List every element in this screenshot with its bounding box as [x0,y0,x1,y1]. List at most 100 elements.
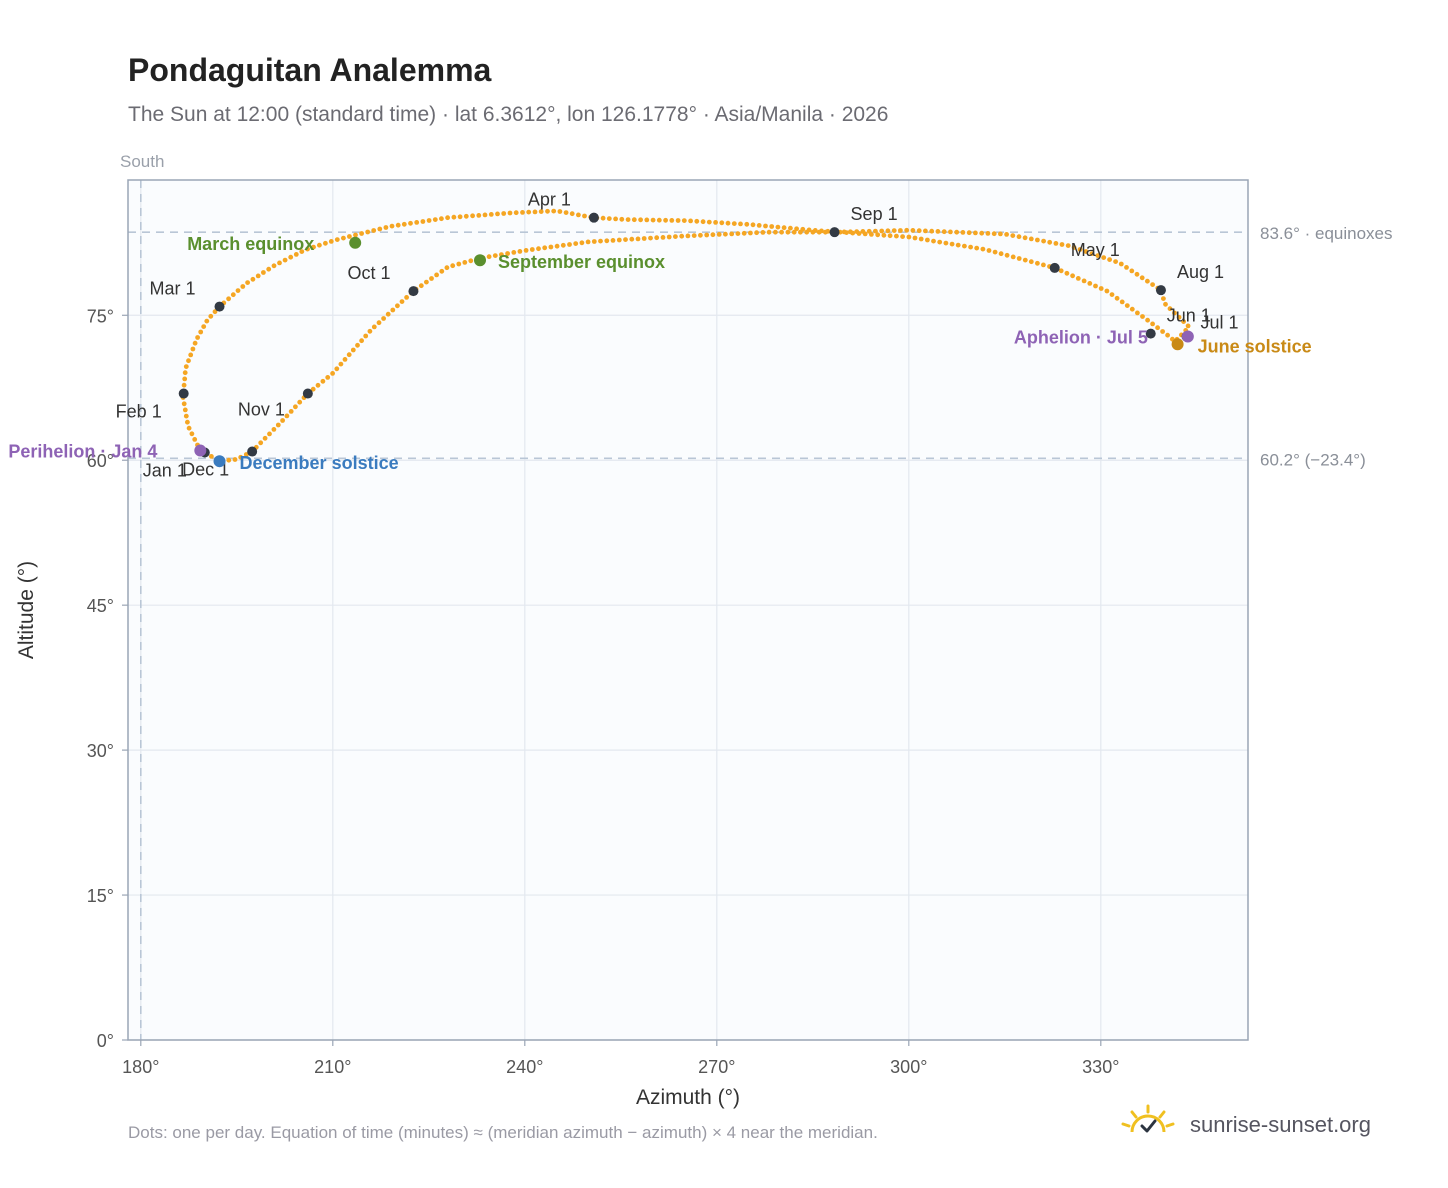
daily-dot [414,220,420,225]
daily-dot [315,382,321,388]
x-tick-label: 270° [698,1057,735,1077]
month-label: Oct 1 [347,263,390,283]
daily-dot [1022,235,1028,241]
daily-dot [328,239,334,244]
daily-dot [353,232,358,238]
daily-dot [482,212,488,218]
daily-dot [346,352,352,358]
daily-dot [1004,252,1010,258]
event-label: September equinox [498,252,665,272]
daily-dot [725,220,731,226]
event-label: Perihelion · Jan 4 [8,442,157,462]
daily-dot [232,457,238,462]
daily-dot [638,217,643,223]
daily-dot [439,268,445,274]
month-label: Sep 1 [851,204,898,224]
daily-dot [750,222,756,228]
brand-logo[interactable]: sunrise-sunset.org [1120,1100,1410,1150]
daily-dot [866,228,872,234]
daily-dot [1124,265,1129,270]
x-tick-label: 330° [1082,1057,1119,1077]
daily-dot [424,279,429,285]
daily-dot [371,228,377,233]
plot-frame [127,179,1249,1041]
daily-dot [943,240,949,246]
daily-dot [794,226,799,232]
daily-dot [305,246,310,252]
daily-dot [330,371,335,376]
reference-lines: 83.6° · equinoxes 60.2° (−23.4°) [128,180,1393,1040]
daily-dot [310,386,316,392]
daily-dot [879,228,885,234]
daily-dot [960,230,966,235]
daily-dot [1150,282,1155,287]
daily-dot [1161,296,1166,301]
daily-dot [941,229,947,235]
daily-dot [823,229,828,235]
daily-dot [513,210,519,216]
daily-dot [623,237,628,243]
daily-dot [785,229,791,235]
daily-dot [949,241,955,247]
event-marker [349,236,362,249]
daily-dot [426,218,432,223]
daily-dot [1083,249,1089,254]
month-marker [302,388,313,399]
chart-title: Pondaguitan Analemma [128,52,492,88]
daily-dot [1145,317,1150,323]
daily-dot [181,382,187,388]
daily-dot [925,237,930,243]
daily-dot [463,213,469,219]
daily-dot [288,409,294,414]
daily-dot [189,431,195,437]
x-tick-label: 240° [506,1057,543,1077]
event-label: March equinox [187,234,314,254]
daily-dot [1075,276,1081,281]
daily-dot [226,296,232,302]
daily-dot [230,292,236,298]
daily-dot [619,216,625,222]
daily-dot [1181,319,1186,324]
daily-dot [195,335,201,340]
month-marker [588,212,599,223]
daily-dot [591,239,597,244]
daily-dot [240,284,246,289]
daily-dot [444,265,450,271]
daily-dot [523,248,529,253]
daily-dot [181,401,187,407]
event-label: June solstice [1198,336,1312,356]
daily-dot [1070,273,1075,279]
x-axis-label: Azimuth (°) [636,1086,740,1109]
daily-dot [377,226,383,232]
daily-dot [931,238,936,244]
daily-dot [212,309,218,315]
daily-dot [563,210,569,216]
daily-dot [613,216,618,222]
daily-dot [363,333,369,339]
daily-dot [385,311,391,317]
plot-area [128,180,1248,1040]
daily-dot [773,229,778,235]
daily-dot [1035,237,1040,243]
daily-dot [769,224,775,229]
daily-dot [488,212,494,217]
daily-dot [791,229,797,235]
daily-dot [495,211,500,217]
daily-dot [1129,306,1135,312]
daily-dot [271,427,277,432]
y-tick-label: 45° [87,596,114,616]
month-label: Feb 1 [116,402,162,422]
daily-dot [962,243,967,249]
daily-dot [894,233,899,239]
daily-dot [277,260,282,266]
daily-dot [238,454,244,460]
event-label: December solstice [240,453,399,473]
daily-dot [1114,295,1120,301]
daily-dot [991,231,997,237]
daily-dot [325,375,331,380]
daily-dot [501,211,507,216]
x-axis: 180° 210° 240° 270° 300° 330° [122,1040,1119,1077]
event-label: Aphelion · Jul 5 [1014,328,1148,348]
daily-dot [1104,288,1110,294]
daily-dot [738,221,743,227]
